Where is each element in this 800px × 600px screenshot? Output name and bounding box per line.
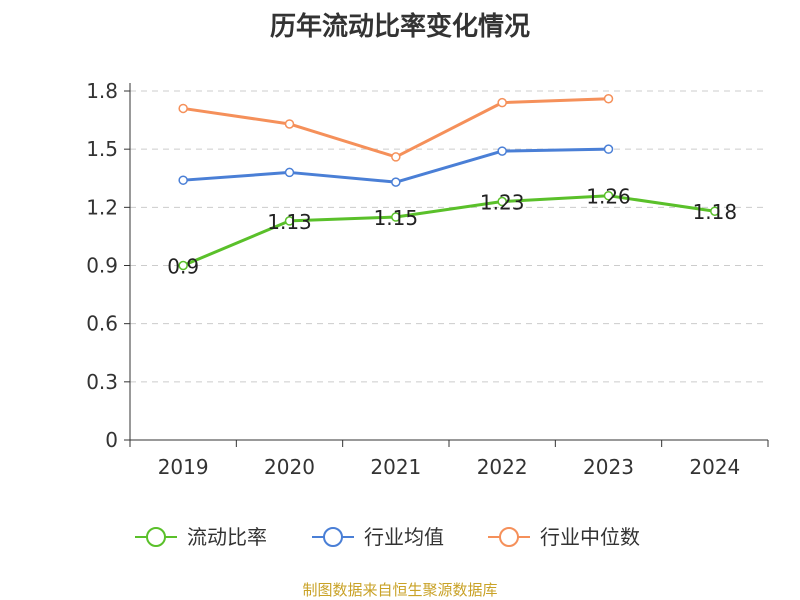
data-point <box>284 167 295 178</box>
x-tick-label: 2022 <box>477 455 528 479</box>
data-point <box>497 97 507 108</box>
legend-label-0: 流动比率 <box>187 525 267 549</box>
data-point <box>497 196 507 207</box>
chart-title: 历年流动比率变化情况 <box>269 12 530 42</box>
y-tick-label: 0.6 <box>86 312 118 336</box>
data-point <box>391 177 401 187</box>
x-tick-label: 2023 <box>583 455 634 479</box>
data-point <box>603 94 614 104</box>
legend-label-1: 行业均值 <box>364 525 444 549</box>
y-tick-label: 1.8 <box>86 79 118 103</box>
data-label: 1.23 <box>480 191 525 215</box>
data-point <box>710 206 720 216</box>
legend-label-2: 行业中位数 <box>540 525 640 549</box>
data-label: 0.9 <box>167 255 199 279</box>
legend-marker-2 <box>499 527 519 547</box>
data-point <box>178 103 188 114</box>
source-note: 制图数据来自恒生聚源数据库 <box>302 581 498 599</box>
data-label: 1.13 <box>267 210 312 234</box>
y-tick-label: 0.3 <box>86 370 118 394</box>
legend-marker-0 <box>146 527 166 547</box>
series-line-2 <box>182 97 609 159</box>
data-point <box>391 152 401 162</box>
x-tick-label: 2024 <box>689 455 740 479</box>
x-tick-label: 2020 <box>264 455 315 479</box>
x-tick-label: 2019 <box>158 455 209 479</box>
series-line-0 <box>182 194 716 267</box>
x-tick-label: 2021 <box>370 455 421 479</box>
y-tick-label: 1.5 <box>86 137 118 161</box>
y-tick-label: 1.2 <box>86 195 118 219</box>
data-point <box>603 190 614 201</box>
data-label: 1.26 <box>586 185 631 209</box>
y-tick-label: 0 <box>105 428 118 452</box>
legend-marker-1 <box>323 527 343 547</box>
data-point <box>178 175 188 185</box>
data-point <box>603 144 614 154</box>
data-point <box>497 146 507 156</box>
y-tick-label: 0.9 <box>86 254 118 278</box>
data-point <box>284 216 295 226</box>
data-point <box>284 119 295 129</box>
data-label: 1.15 <box>374 206 419 230</box>
data-point <box>178 260 188 271</box>
data-point <box>391 212 401 222</box>
data-label: 1.18 <box>693 200 738 224</box>
